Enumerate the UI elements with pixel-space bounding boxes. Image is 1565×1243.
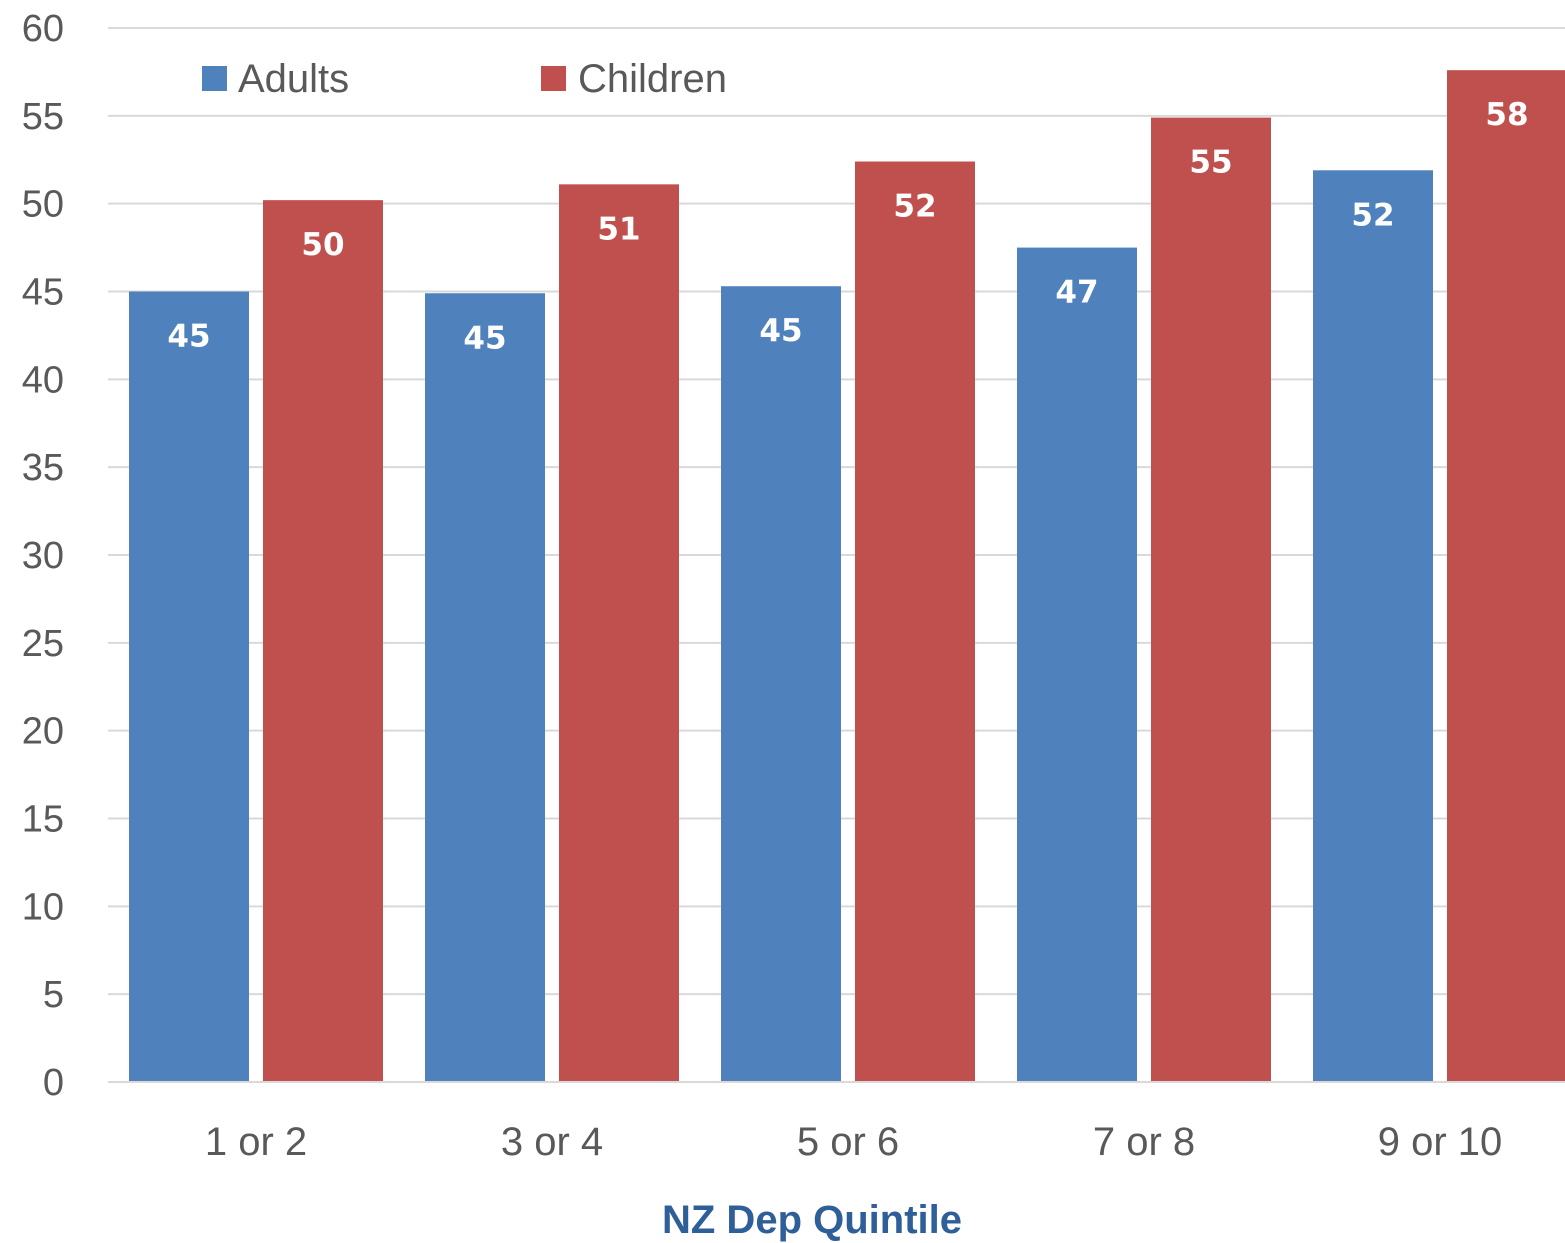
legend-swatch-children <box>541 66 566 91</box>
data-labels: 45 50 45 51 45 52 47 55 52 58 <box>167 97 1528 356</box>
y-tick-label: 30 <box>22 535 64 577</box>
y-tick-label: 45 <box>22 272 64 314</box>
y-tick-label: 15 <box>22 799 64 841</box>
y-tick-label: 0 <box>43 1062 64 1104</box>
data-label: 45 <box>759 313 802 349</box>
y-tick-label: 40 <box>22 359 64 401</box>
y-tick-label: 60 <box>22 8 64 50</box>
bar-children-4 <box>1447 70 1565 1082</box>
data-label: 45 <box>167 319 210 355</box>
y-tick-label: 20 <box>22 711 64 753</box>
legend-label-adults: Adults <box>238 57 349 101</box>
y-tick-label: 5 <box>43 974 64 1016</box>
data-label: 52 <box>893 189 936 225</box>
legend-label-children: Children <box>578 57 727 101</box>
x-category-label: 5 or 6 <box>797 1120 899 1164</box>
bar-adults-3 <box>1017 247 1137 1083</box>
y-tick-label: 50 <box>22 184 64 226</box>
data-label: 50 <box>301 227 344 263</box>
data-label: 47 <box>1055 275 1098 311</box>
x-category-label: 1 or 2 <box>205 1120 307 1164</box>
y-axis-ticks: 0 5 10 15 20 25 30 35 40 45 50 55 60 <box>22 8 64 1104</box>
bar-children-0 <box>263 200 383 1083</box>
x-axis-categories: 1 or 2 3 or 4 5 or 6 7 or 8 9 or 10 <box>205 1120 1502 1164</box>
bar-adults-0 <box>129 291 249 1082</box>
data-label: 51 <box>597 211 640 247</box>
bar-adults-2 <box>721 286 841 1083</box>
bar-children-3 <box>1151 117 1271 1083</box>
bar-adults-4 <box>1313 170 1433 1083</box>
data-label: 58 <box>1485 97 1528 133</box>
y-tick-label: 10 <box>22 886 64 928</box>
y-tick-label: 35 <box>22 447 64 489</box>
x-axis-title: NZ Dep Quintile <box>662 1198 962 1242</box>
data-label: 52 <box>1351 197 1394 233</box>
legend: Adults Children <box>202 57 727 101</box>
x-category-label: 7 or 8 <box>1093 1120 1195 1164</box>
data-label: 55 <box>1189 145 1232 181</box>
x-category-label: 3 or 4 <box>501 1120 603 1164</box>
y-tick-label: 55 <box>22 96 64 138</box>
bars <box>129 70 1565 1083</box>
bar-children-1 <box>559 184 679 1083</box>
bar-children-2 <box>855 161 975 1083</box>
y-tick-label: 25 <box>22 623 64 665</box>
bar-adults-1 <box>425 293 545 1082</box>
data-label: 45 <box>463 320 506 356</box>
legend-swatch-adults <box>202 66 227 91</box>
x-category-label: 9 or 10 <box>1378 1120 1503 1164</box>
